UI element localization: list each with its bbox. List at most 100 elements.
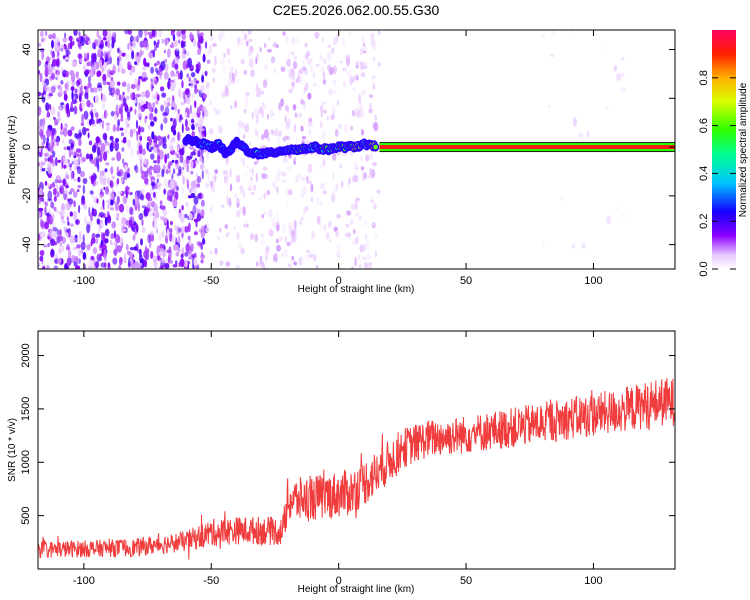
noise-speck [281, 252, 284, 258]
noise-speck [38, 142, 41, 147]
noise-speck [127, 139, 131, 149]
noise-speck [84, 58, 87, 62]
noise-speck [110, 167, 114, 174]
noise-speck [71, 150, 73, 156]
noise-speck [70, 171, 73, 180]
noise-speck [116, 245, 122, 253]
noise-speck [312, 71, 316, 79]
noise-speck [44, 157, 48, 162]
noise-speck [287, 221, 293, 231]
noise-speck [69, 235, 75, 244]
noise-speck [159, 243, 164, 249]
noise-speck [209, 34, 214, 41]
noise-speck [151, 131, 155, 140]
noise-speck [187, 57, 193, 68]
noise-speck [233, 193, 238, 200]
noise-speck [288, 88, 293, 94]
y-tick-label: -20 [21, 188, 33, 204]
noise-speck [104, 228, 110, 237]
noise-speck [331, 47, 335, 55]
noise-speck [138, 125, 141, 135]
noise-speck [147, 234, 151, 244]
noise-speck [131, 50, 135, 60]
noise-speck [137, 248, 142, 254]
noise-speck [63, 93, 68, 102]
noise-speck [621, 56, 625, 61]
noise-speck [74, 88, 78, 94]
noise-speck [113, 230, 116, 239]
noise-speck [73, 200, 76, 208]
noise-speck [84, 92, 88, 100]
noise-speck [111, 40, 115, 49]
noise-speck [78, 31, 81, 37]
noise-speck [354, 256, 357, 267]
noise-speck [97, 87, 103, 92]
noise-speck [247, 30, 252, 35]
noise-speck [161, 230, 165, 239]
noise-speck [140, 188, 145, 193]
noise-speck [80, 199, 86, 206]
noise-speck [47, 198, 53, 202]
noise-speck [150, 251, 154, 259]
noise-speck [377, 136, 380, 144]
noise-speck [200, 209, 205, 217]
noise-speck [158, 232, 162, 242]
noise-speck [191, 111, 196, 119]
noise-speck [47, 164, 51, 175]
noise-speck [105, 122, 111, 126]
x-tick-label: -100 [73, 275, 95, 287]
noise-speck [116, 178, 120, 185]
noise-speck [58, 246, 62, 255]
noise-speck [87, 40, 92, 45]
noise-speck [52, 150, 56, 158]
noise-speck [71, 79, 76, 87]
noise-speck [166, 102, 171, 107]
noise-speck [214, 169, 219, 174]
noise-speck [83, 85, 88, 90]
noise-speck [44, 181, 48, 186]
noise-speck [295, 236, 298, 243]
noise-speck [53, 265, 59, 269]
noise-speck [58, 185, 64, 194]
noise-speck [366, 253, 371, 261]
noise-speck [69, 223, 75, 227]
noise-speck [613, 65, 618, 72]
noise-speck [336, 100, 340, 106]
noise-speck [56, 59, 60, 65]
noise-speck [108, 33, 113, 38]
noise-speck [39, 250, 45, 256]
noise-speck [128, 257, 131, 267]
noise-speck [153, 203, 159, 213]
noise-speck [76, 236, 82, 244]
noise-speck [143, 40, 149, 48]
noise-speck [50, 145, 54, 154]
noise-speck [102, 175, 108, 184]
noise-speck [84, 215, 87, 225]
noise-speck [180, 253, 184, 259]
noise-speck [154, 107, 158, 114]
noise-speck [148, 210, 154, 217]
noise-speck [270, 129, 274, 135]
noise-speck [121, 81, 127, 87]
noise-speck [139, 135, 143, 142]
noise-speck [90, 241, 93, 247]
noise-speck [346, 232, 352, 238]
noise-speck [149, 146, 154, 150]
noise-speck [132, 234, 136, 241]
noise-speck [351, 87, 356, 91]
noise-speck [167, 134, 170, 140]
noise-speck [174, 103, 178, 112]
noise-speck [150, 153, 155, 160]
noise-speck [69, 163, 73, 168]
noise-speck [348, 177, 351, 185]
noise-speck [181, 186, 184, 195]
noise-speck [277, 136, 281, 144]
noise-speck [316, 264, 319, 269]
noise-speck [350, 203, 356, 210]
noise-speck [50, 49, 53, 56]
noise-speck [254, 233, 258, 243]
noise-speck [332, 152, 337, 161]
noise-speck [240, 247, 245, 255]
noise-speck [52, 227, 58, 232]
noise-speck [161, 168, 165, 178]
